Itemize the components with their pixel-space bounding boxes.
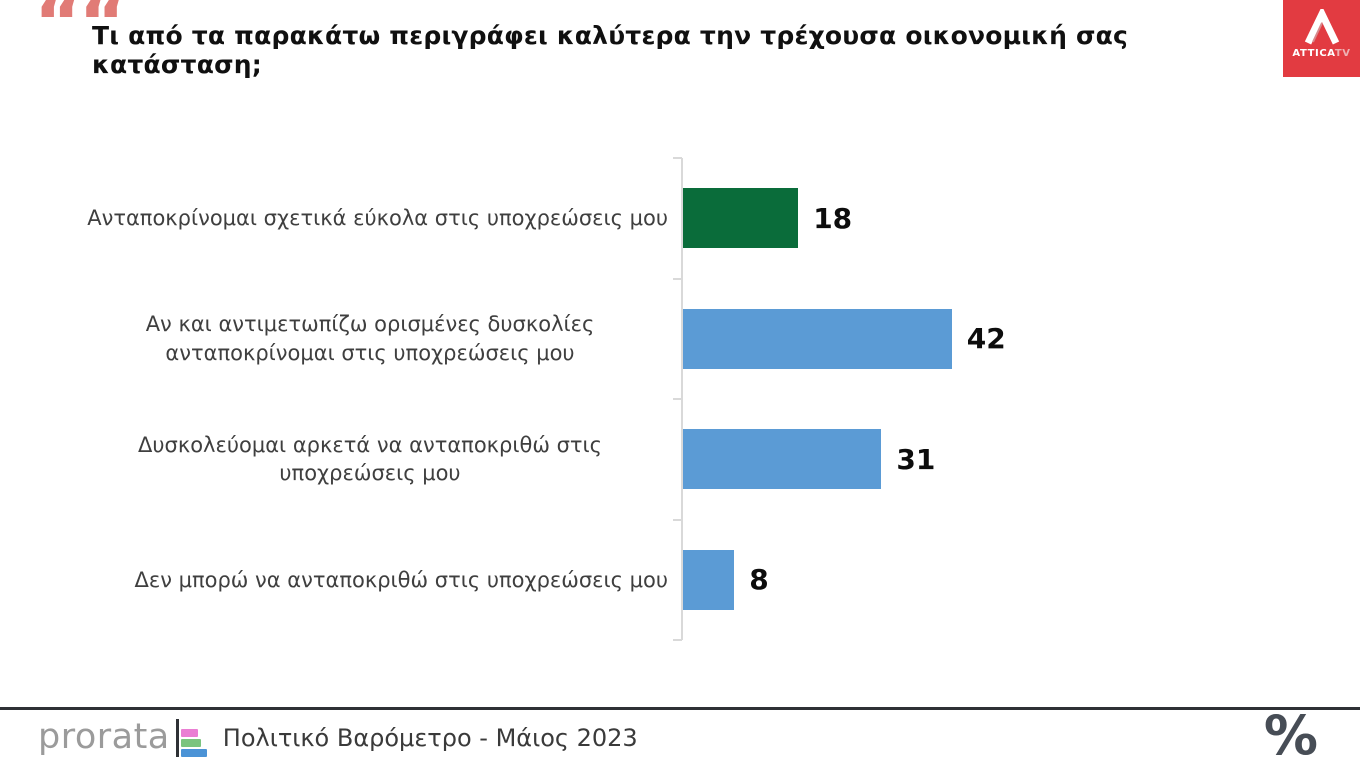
axis-tick	[673, 518, 682, 521]
bar-value-label: 42	[966, 322, 1006, 356]
chart-axis-line	[681, 158, 683, 640]
axis-tick	[673, 639, 682, 641]
chart-rows: Ανταποκρίνομαι σχετικά εύκολα στις υποχρ…	[0, 158, 1360, 640]
quote-icon: ““	[34, 0, 127, 66]
axis-tick	[673, 157, 682, 159]
attica-brand-text: ATTICATV	[1292, 48, 1351, 59]
chart-row: Δυσκολεύομαι αρκετά να ανταποκριθώ στις …	[0, 399, 1360, 520]
category-label: Δεν μπορώ να ανταποκριθώ στις υποχρεώσει…	[134, 567, 668, 592]
category-label: Δυσκολεύομαι αρκετά να ανταποκριθώ στις …	[138, 432, 602, 486]
attica-triangle-icon	[1304, 9, 1339, 45]
chart-row: Ανταποκρίνομαι σχετικά εύκολα στις υποχρ…	[0, 158, 1360, 279]
bar-value-label: 18	[813, 201, 853, 235]
footer-divider	[0, 707, 1360, 710]
chart-row: Αν και αντιμετωπίζω ορισμένες δυσκολίες …	[0, 279, 1360, 400]
bar-value-label: 31	[896, 442, 936, 476]
bar	[683, 429, 882, 490]
bar	[683, 549, 735, 610]
prorata-barchart-icon	[175, 718, 207, 757]
footer: prorata Πολιτικό Βαρόμετρο - Μάιος 2023 …	[0, 706, 1360, 765]
prorata-logo: prorata	[38, 717, 170, 757]
axis-tick	[673, 398, 682, 400]
bar	[683, 308, 952, 369]
percent-logo: %	[1263, 704, 1318, 765]
axis-tick	[673, 277, 682, 280]
bar	[683, 188, 799, 249]
footer-caption: Πολιτικό Βαρόμετρο - Μάιος 2023	[222, 723, 638, 752]
attica-tv-logo: ATTICATV	[1283, 0, 1360, 77]
category-label: Ανταποκρίνομαι σχετικά εύκολα στις υποχρ…	[87, 206, 668, 231]
bar-value-label: 8	[749, 563, 769, 597]
page-title: Τι από τα παρακάτω περιγράφει καλύτερα τ…	[92, 21, 1129, 79]
chart-row: Δεν μπορώ να ανταποκριθώ στις υποχρεώσει…	[0, 520, 1360, 641]
category-label: Αν και αντιμετωπίζω ορισμένες δυσκολίες …	[145, 312, 595, 365]
